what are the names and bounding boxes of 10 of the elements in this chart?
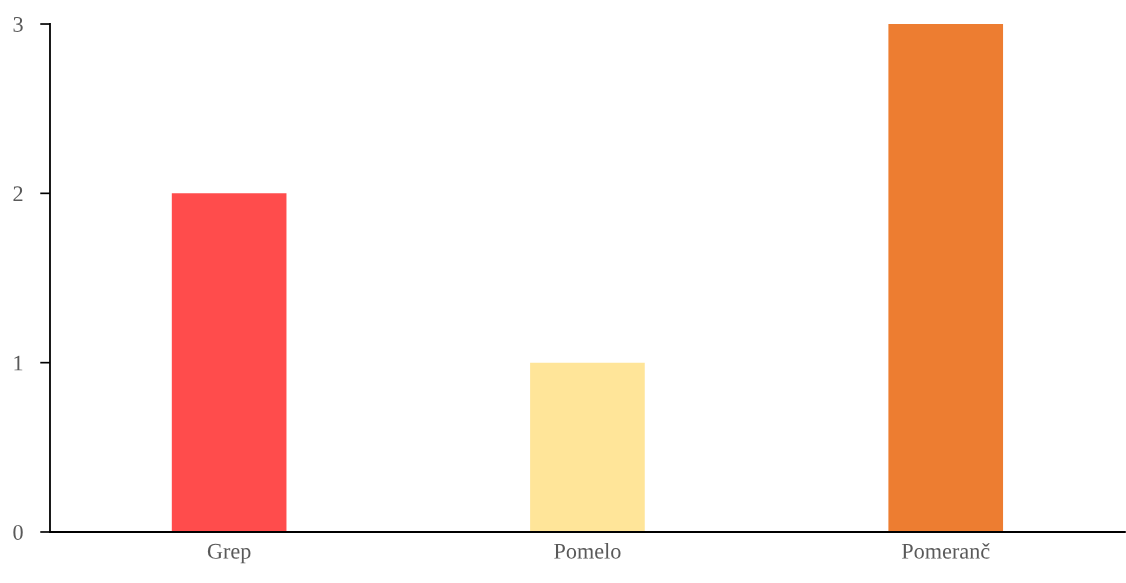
y-tick-label: 1 (14, 355, 23, 371)
y-tick-label: 3 (13, 17, 23, 32)
y-tick-label: 0 (13, 524, 23, 540)
bar (888, 24, 1004, 532)
bar (530, 362, 645, 532)
x-tick-label: Grep (207, 543, 251, 564)
x-tick-label: Pomelo (554, 543, 621, 559)
x-tick-label: Pomeranč (901, 543, 990, 559)
bar (171, 193, 287, 532)
y-tick-label: 2 (13, 186, 23, 202)
